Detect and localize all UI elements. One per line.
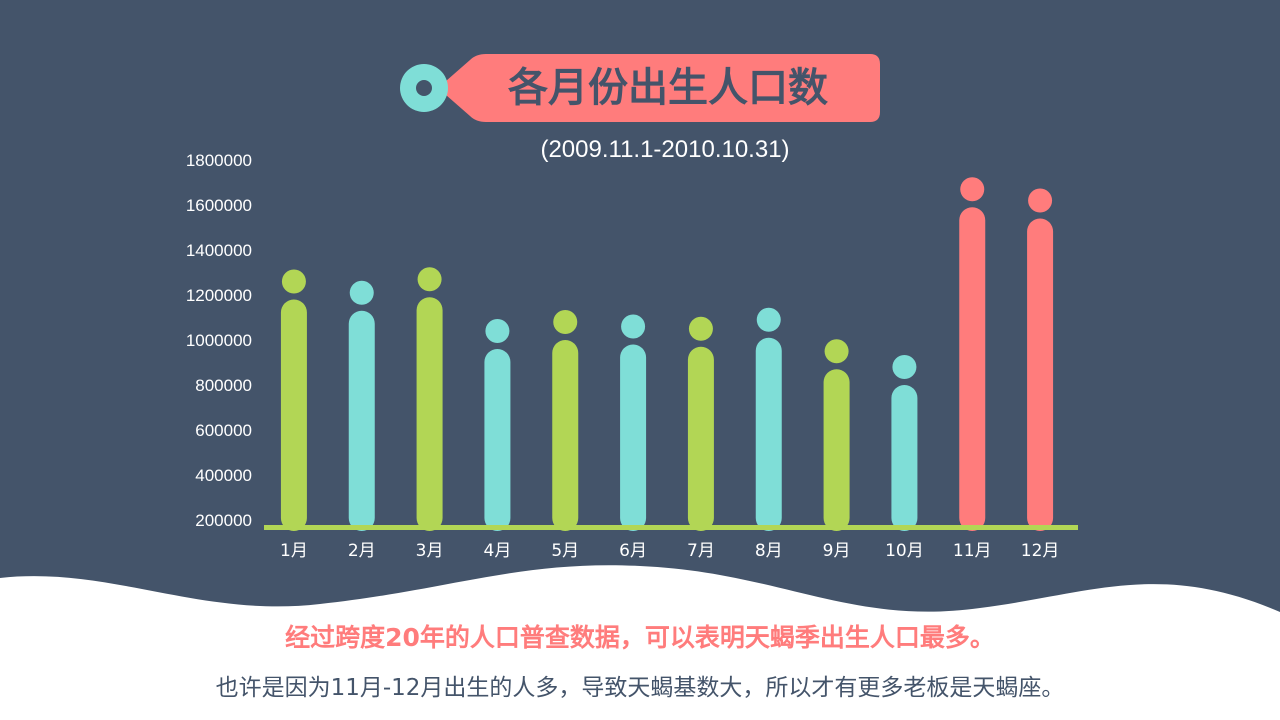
y-tick-label: 1400000 [186, 241, 252, 260]
x-tick-label: 1月 [280, 541, 308, 561]
x-tick-label: 5月 [551, 541, 579, 561]
bar [552, 340, 579, 531]
wave-shape [0, 565, 1280, 720]
bar-cap-dot [892, 355, 917, 379]
x-axis-line [264, 525, 1078, 530]
bar-cap-dot [349, 280, 374, 305]
bar [755, 337, 782, 531]
bar [348, 310, 375, 531]
footer-body-text: 也许是因为11月-12月出生的人多，导致天蝎基数大，所以才有更多老板是天蝎座。 [215, 675, 1065, 701]
y-tick-label: 600000 [195, 421, 252, 440]
y-tick-label: 200000 [195, 511, 252, 530]
bar-cap-dot [485, 319, 510, 343]
bar-cap-dot [688, 316, 713, 341]
bar-cap-dot [1028, 188, 1053, 213]
bar [620, 344, 647, 531]
x-tick-label: 9月 [823, 541, 851, 561]
y-tick-label: 1600000 [186, 196, 252, 215]
bar-chart: 200000 400000 600000 800000 1000000 1200000 14… [186, 151, 1078, 561]
x-tick-label: 7月 [687, 541, 715, 561]
chart-subtitle: (2009.11.1-2010.10.31) [540, 136, 790, 163]
bar [416, 297, 443, 531]
bar [959, 207, 986, 531]
x-tick-label: 11月 [953, 541, 992, 561]
x-tick-label: 8月 [755, 541, 783, 561]
x-tick-label: 12月 [1021, 541, 1060, 561]
title-tag [400, 54, 880, 122]
y-tick-label: 1800000 [186, 151, 252, 170]
bar-cap-dot [756, 307, 781, 332]
y-tick-label: 1200000 [186, 286, 252, 305]
bar-cap-dot [621, 314, 646, 339]
bar-cap-dot [824, 339, 849, 364]
x-tick-label: 3月 [416, 541, 444, 561]
bar [687, 346, 714, 531]
chart-title: 各月份出生人口数 [508, 65, 828, 111]
bar-cap-dot [281, 269, 306, 294]
x-tick-label: 6月 [619, 541, 647, 561]
y-tick-label: 400000 [195, 466, 252, 485]
bar [280, 299, 307, 531]
bar [1027, 218, 1054, 531]
y-tick-label: 1000000 [186, 331, 252, 350]
x-tick-label: 4月 [484, 541, 512, 561]
bar-cap-dot [960, 177, 985, 202]
tag-hole-center [416, 80, 432, 96]
bar [891, 385, 918, 531]
bar [823, 369, 850, 531]
x-tick-label: 2月 [348, 541, 376, 561]
bar-cap-dot [417, 267, 442, 292]
footer-highlight-text: 经过跨度20年的人口普查数据，可以表明天蝎季出生人口最多。 [285, 623, 995, 652]
y-tick-label: 800000 [195, 376, 252, 395]
x-tick-label: 10月 [885, 541, 924, 561]
bar [484, 349, 511, 531]
title-tag-body [438, 54, 880, 122]
bar-cap-dot [553, 310, 578, 334]
